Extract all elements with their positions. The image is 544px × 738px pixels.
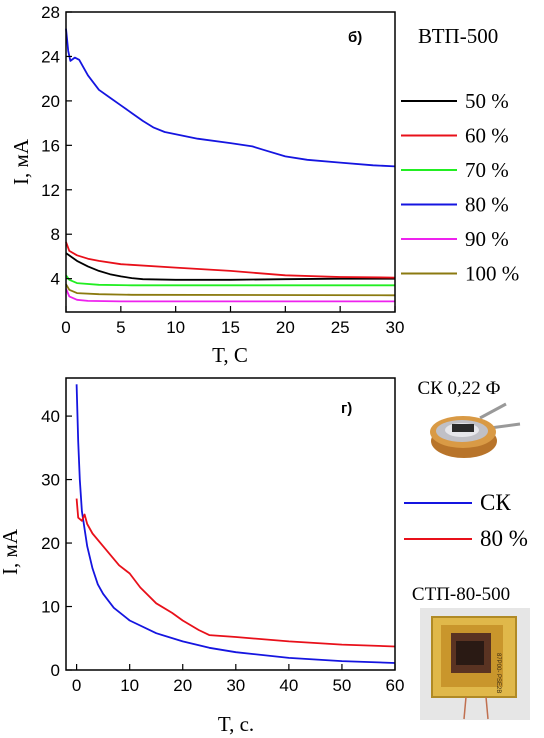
series-line-1 — [75, 384, 396, 664]
series-line-1 — [65, 252, 395, 281]
chart-bottom-sk: 0 10 20 30 40 50 60 0 10 20 30 40 г) T, c. I, мА СК… — [0, 377, 528, 736]
bottom-legend: СК 80 % — [404, 490, 528, 551]
y-tick-label: 16 — [41, 136, 60, 155]
top-plot-frame — [65, 11, 396, 313]
legend-label: 80 % — [465, 193, 509, 217]
x-tick-label: 10 — [120, 676, 139, 695]
stp-photo-text: 87P00- PSE2B — [495, 653, 501, 693]
x-tick-label: 40 — [279, 676, 298, 695]
chart-top-vtp500: 0 5 10 15 20 25 30 4 8 12 16 20 24 28 б) ВТП-500 T, C… — [9, 3, 519, 367]
bottom-panel-label: г) — [341, 400, 352, 417]
top-y-axis-label: I, мА — [9, 138, 33, 185]
x-tick-label: 0 — [61, 318, 70, 337]
x-tick-label: 30 — [386, 318, 405, 337]
y-tick-label: 0 — [51, 661, 60, 680]
y-tick-label: 20 — [41, 92, 60, 111]
stp-photo-icon: 87P00- PSE2B — [420, 608, 530, 720]
x-tick-label: 15 — [221, 318, 240, 337]
series-line-2 — [75, 498, 396, 648]
stp-inset: СТП-80-500 87P00- PSE2B — [412, 584, 530, 720]
y-tick-label: 24 — [41, 47, 60, 66]
legend-label: 60 % — [465, 124, 509, 148]
top-legend: 50 % 60 % 70 % 80 % 90 % 100 % — [401, 89, 519, 286]
x-tick-label: 60 — [386, 676, 405, 695]
y-tick-label: 8 — [51, 225, 60, 244]
y-tick-label: 12 — [41, 181, 60, 200]
y-tick-label: 4 — [51, 270, 60, 289]
x-tick-label: 5 — [116, 318, 125, 337]
series-line-6 — [65, 283, 396, 297]
top-axes: 0 5 10 15 20 25 30 4 8 12 16 20 24 28 — [41, 3, 404, 337]
top-series-group — [65, 28, 396, 303]
sk-inset: СК 0,22 Ф — [417, 378, 521, 458]
sk-inset-label: СК 0,22 Ф — [417, 378, 500, 399]
bottom-plot-frame — [65, 377, 396, 671]
top-chart-title: ВТП-500 — [418, 24, 498, 48]
legend-label: СК — [480, 490, 511, 515]
legend-label: 50 % — [465, 89, 509, 113]
y-tick-label: 28 — [41, 3, 60, 22]
top-panel-label: б) — [348, 29, 362, 46]
x-tick-label: 50 — [332, 676, 351, 695]
bottom-axes: 0 10 20 30 40 50 60 0 10 20 30 40 — [41, 407, 404, 695]
bottom-y-axis-label: I, мА — [0, 528, 22, 575]
legend-label: 100 % — [465, 262, 519, 286]
x-tick-label: 20 — [173, 676, 192, 695]
series-line-3 — [65, 274, 395, 287]
bottom-x-axis-label: T, c. — [218, 712, 254, 736]
bottom-series-group — [75, 384, 396, 664]
x-tick-label: 30 — [226, 676, 245, 695]
x-tick-label: 20 — [276, 318, 295, 337]
stp-inset-label: СТП-80-500 — [412, 584, 510, 605]
series-line-4 — [65, 28, 396, 168]
y-tick-label: 20 — [41, 534, 60, 553]
y-tick-label: 10 — [41, 598, 60, 617]
x-tick-label: 10 — [166, 318, 185, 337]
series-line-5 — [65, 288, 395, 303]
legend-label: 90 % — [465, 227, 509, 251]
y-tick-label: 40 — [41, 407, 60, 426]
legend-label: 80 % — [480, 526, 528, 551]
x-tick-label: 0 — [72, 676, 81, 695]
x-tick-label: 25 — [331, 318, 350, 337]
legend-label: 70 % — [465, 158, 509, 182]
y-tick-label: 30 — [41, 471, 60, 490]
coin-cell-icon — [430, 402, 521, 458]
series-line-2 — [65, 241, 396, 279]
top-x-axis-label: T, C — [212, 343, 248, 367]
